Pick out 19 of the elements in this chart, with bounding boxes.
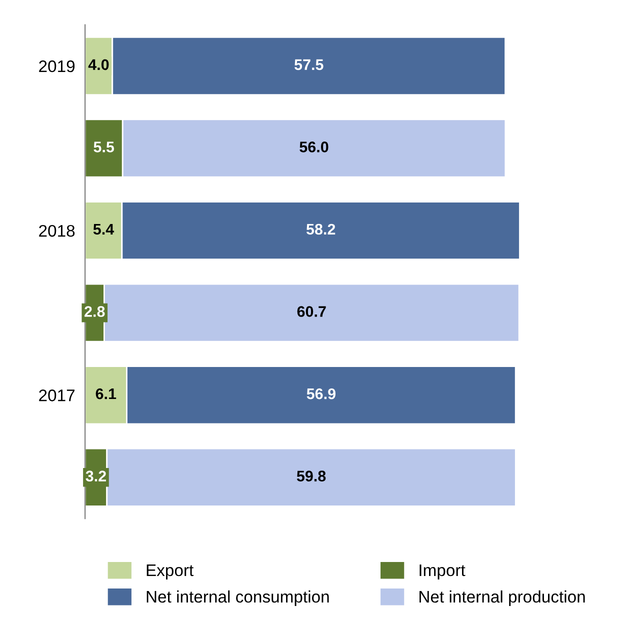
- legend-label: Export: [146, 564, 194, 580]
- legend-label: Net internal production: [420, 590, 585, 606]
- legend-label: Net internal consumption: [146, 590, 329, 606]
- data-label: 60.7: [297, 306, 326, 317]
- data-label: 3.2: [86, 470, 106, 482]
- y-tick-label: 2019: [39, 60, 75, 72]
- data-label: 56.0: [300, 142, 328, 152]
- legend-label: Import: [420, 564, 466, 580]
- data-label: 5.4: [93, 224, 114, 235]
- data-label: 59.8: [296, 470, 326, 482]
- y-tick-label: 2018: [39, 224, 75, 237]
- data-label: 58.2: [306, 224, 336, 235]
- y-tick-label: 2017: [39, 390, 74, 402]
- data-label: 57.5: [294, 59, 324, 70]
- data-label: 5.5: [94, 142, 114, 152]
- data-label: 2.8: [84, 306, 105, 317]
- data-label: 4.0: [88, 59, 109, 70]
- data-label: 6.1: [96, 388, 116, 400]
- data-label: 56.9: [306, 388, 336, 400]
